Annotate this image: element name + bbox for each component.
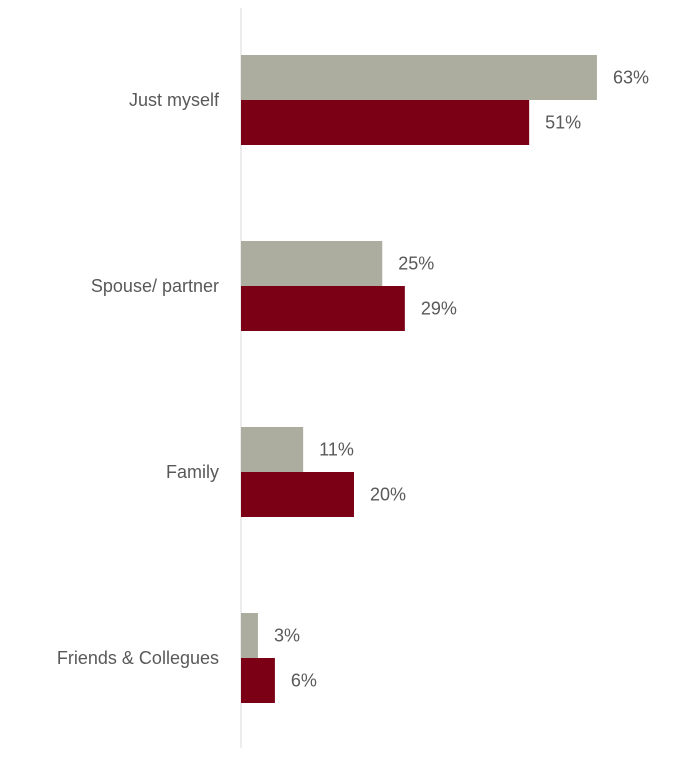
data-label: 29% [421, 299, 457, 319]
category-label: Friends & Collegues [57, 648, 219, 668]
bar [241, 472, 354, 517]
data-label: 6% [291, 671, 317, 691]
data-label: 25% [398, 254, 434, 274]
data-label: 20% [370, 485, 406, 505]
category-label: Family [166, 462, 219, 482]
bar [241, 613, 258, 658]
bar [241, 427, 304, 472]
data-label: 3% [274, 626, 300, 646]
bar [241, 241, 383, 286]
bar [241, 286, 405, 331]
labels-layer: Just myself 63% 51% Spouse/ partner 25% 29% Fa… [57, 68, 649, 691]
category-label: Spouse/ partner [91, 276, 219, 296]
bar [241, 100, 530, 145]
data-label: 51% [545, 113, 581, 133]
data-label: 11% [319, 440, 354, 460]
bars-layer [241, 55, 597, 703]
data-label: 63% [613, 68, 649, 88]
bar [241, 658, 275, 703]
category-label: Just myself [129, 90, 220, 110]
bar [241, 55, 597, 100]
